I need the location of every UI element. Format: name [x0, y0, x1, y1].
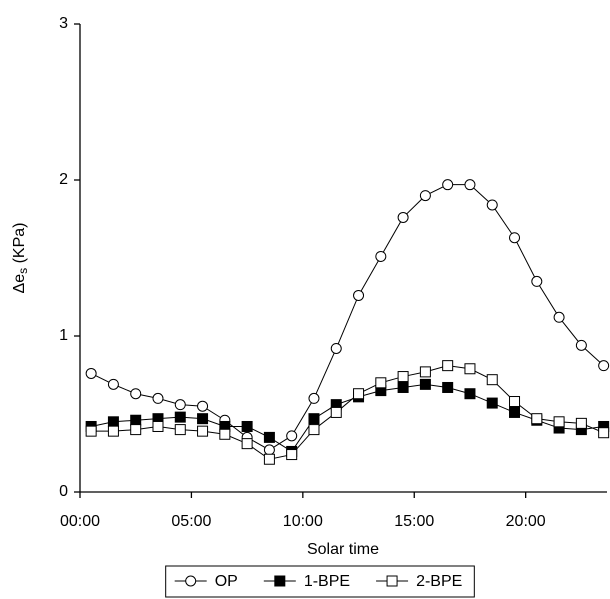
marker: [241, 420, 253, 432]
marker: [598, 360, 610, 372]
marker: [486, 374, 498, 386]
series-line: [91, 383, 604, 453]
marker: [419, 190, 431, 202]
marker: [130, 414, 142, 426]
y-tick-label: 1: [59, 327, 68, 344]
marker: [286, 449, 298, 461]
marker: [85, 367, 97, 379]
marker: [419, 366, 431, 378]
x-tick-label: 15:00: [394, 513, 434, 530]
x-tick-label: 10:00: [283, 513, 323, 530]
marker: [353, 289, 365, 301]
legend: OP 1-BPE 2-BPE: [165, 565, 475, 598]
marker: [419, 378, 431, 390]
marker: [308, 424, 320, 436]
marker: [152, 392, 164, 404]
marker: [219, 428, 231, 440]
marker: [241, 438, 253, 450]
marker: [174, 424, 186, 436]
marker: [308, 392, 320, 404]
legend-box: [165, 565, 475, 598]
marker: [197, 413, 209, 425]
y-axis-label: Δes (KPa): [11, 223, 30, 294]
marker: [263, 444, 275, 456]
marker: [553, 311, 565, 323]
series: [85, 360, 610, 465]
marker: [174, 411, 186, 423]
marker: [330, 406, 342, 418]
marker: [442, 179, 454, 191]
marker: [174, 399, 186, 411]
marker: [308, 413, 320, 425]
y-tick-label: 2: [59, 171, 68, 188]
marker: [130, 388, 142, 400]
marker: [375, 377, 387, 389]
x-axis-label: Solar time: [307, 541, 379, 558]
marker: [486, 397, 498, 409]
series-line: [90, 184, 604, 451]
marker: [575, 417, 587, 429]
marker: [386, 575, 398, 587]
marker: [442, 360, 454, 372]
y-label-sub: s: [16, 268, 30, 274]
marker: [185, 575, 197, 587]
marker: [286, 430, 298, 442]
marker: [464, 363, 476, 375]
series: [85, 378, 610, 457]
marker: [197, 400, 209, 412]
marker: [464, 179, 476, 191]
marker: [397, 371, 409, 383]
marker: [330, 342, 342, 354]
x-tick-label: 00:00: [60, 513, 100, 530]
marker: [509, 406, 521, 418]
marker: [263, 431, 275, 443]
marker: [486, 199, 498, 211]
series: [85, 179, 610, 456]
marker: [598, 427, 610, 439]
series-line: [91, 365, 604, 460]
marker: [509, 396, 521, 408]
marker: [152, 420, 164, 432]
marker: [107, 425, 119, 437]
marker: [397, 381, 409, 393]
x-tick-label: 05:00: [171, 513, 211, 530]
marker: [107, 378, 119, 390]
marker: [553, 416, 565, 428]
marker: [274, 575, 286, 587]
marker: [197, 425, 209, 437]
legend-label: OP: [215, 573, 238, 590]
y-label-main: Δe: [11, 274, 28, 294]
marker: [531, 275, 543, 287]
y-label-unit: (KPa): [11, 223, 28, 268]
marker: [509, 232, 521, 244]
marker: [464, 388, 476, 400]
marker: [107, 416, 119, 428]
y-tick-label: 3: [59, 15, 68, 32]
marker: [442, 381, 454, 393]
marker: [375, 250, 387, 262]
marker: [397, 211, 409, 223]
marker: [85, 425, 97, 437]
marker: [575, 339, 587, 351]
marker: [353, 388, 365, 400]
marker: [263, 453, 275, 465]
marker: [531, 413, 543, 425]
legend-label: 2-BPE: [416, 573, 462, 590]
marker: [130, 424, 142, 436]
y-tick-label: 0: [59, 483, 68, 500]
legend-label: 1-BPE: [304, 573, 350, 590]
x-tick-label: 20:00: [506, 513, 546, 530]
